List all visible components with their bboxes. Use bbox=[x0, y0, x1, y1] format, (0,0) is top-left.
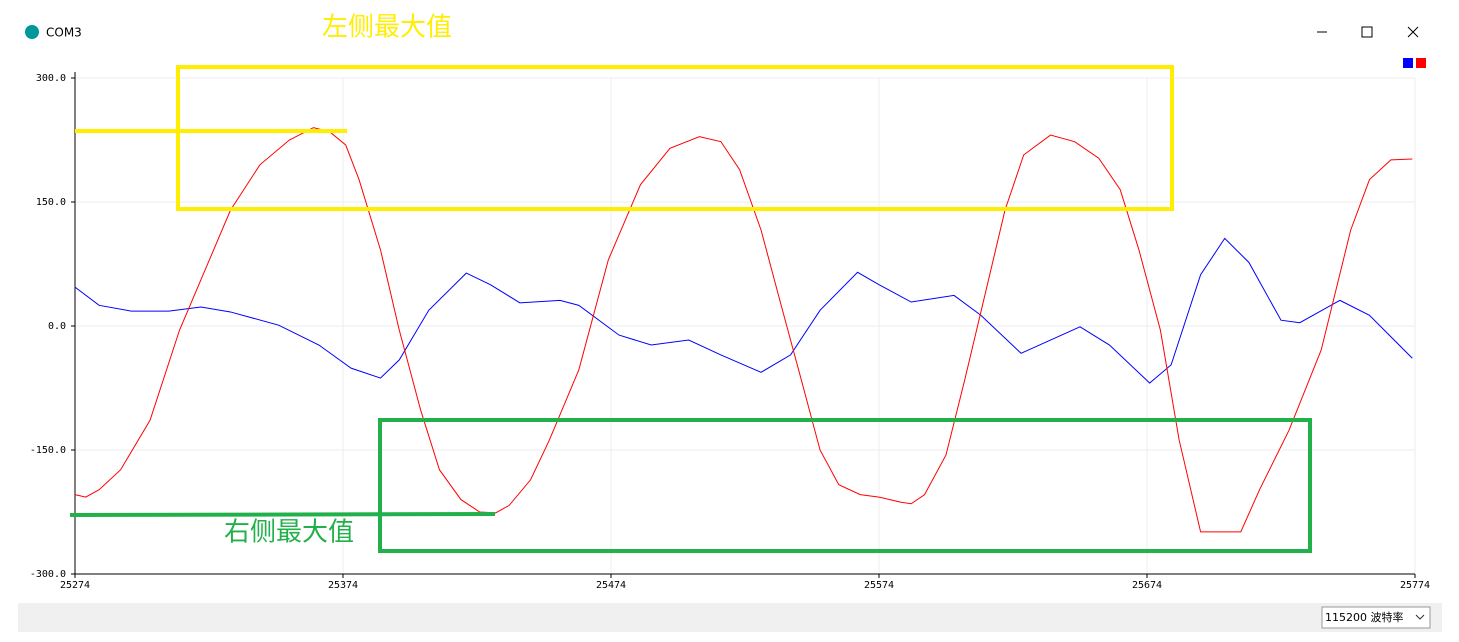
y-tick-label: -300.0 bbox=[30, 569, 66, 580]
dropdown-arrow bbox=[1415, 614, 1425, 620]
yellow-box bbox=[176, 65, 1174, 211]
y-tick-label: 0.0 bbox=[48, 321, 66, 332]
x-tick-label: 25374 bbox=[328, 580, 358, 591]
left-max-label: 左侧最大值 bbox=[322, 13, 452, 43]
x-tick-label: 25774 bbox=[1400, 580, 1430, 591]
legend-swatch bbox=[1403, 58, 1413, 68]
y-tick-label: 300.0 bbox=[36, 73, 66, 84]
x-tick-label: 25274 bbox=[60, 580, 90, 591]
footer-bar bbox=[18, 603, 1442, 632]
x-tick-label: 25474 bbox=[596, 580, 626, 591]
green-line bbox=[69, 512, 496, 517]
close-button[interactable] bbox=[1407, 26, 1419, 38]
green-box bbox=[378, 418, 1312, 553]
right-max-label: 右侧最大值 bbox=[224, 518, 354, 548]
y-tick-label: -150.0 bbox=[30, 445, 66, 456]
legend-swatch bbox=[1416, 58, 1426, 68]
series-line bbox=[74, 237, 1413, 384]
x-tick-label: 25674 bbox=[1132, 580, 1162, 591]
window-title: COM3 bbox=[46, 26, 82, 40]
baud-select[interactable] bbox=[1321, 606, 1431, 629]
y-tick-label: 150.0 bbox=[36, 197, 66, 208]
app-icon bbox=[25, 25, 39, 39]
x-tick-label: 25574 bbox=[864, 580, 894, 591]
maximize-button[interactable] bbox=[1361, 26, 1373, 38]
series-line bbox=[74, 127, 1413, 533]
baud-label: 115200 波特率 bbox=[1325, 610, 1404, 624]
